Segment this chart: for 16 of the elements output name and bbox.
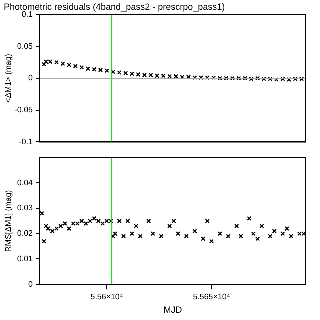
y-tick-label: 0.1 bbox=[22, 10, 34, 20]
x-tick-label: 5.565×10⁴ bbox=[193, 292, 231, 302]
chart-title: Photometric residuals (4band_pass2 - prescrpo_pass1) bbox=[4, 2, 226, 12]
x-axis-title: MJD bbox=[164, 305, 183, 316]
y-tick-label: 0.05 bbox=[17, 42, 34, 51]
y-tick-label: 0 bbox=[28, 74, 34, 83]
y-tick-label: 0.02 bbox=[17, 229, 34, 238]
x-tick-label: 5.56×10⁴ bbox=[90, 292, 124, 302]
y-tick-label: 0.03 bbox=[17, 204, 34, 213]
y-axis-title: <ΔM1> (mag) bbox=[4, 54, 14, 103]
y-tick-label: -0.05 bbox=[14, 106, 34, 115]
y-tick-label: 0.01 bbox=[17, 254, 34, 264]
y-tick-label: 0.04 bbox=[17, 178, 34, 188]
y-tick-label: -0.1 bbox=[19, 137, 34, 146]
y-tick-label: 0 bbox=[28, 280, 34, 289]
y-axis-title: RMS[ΔM1] (mag) bbox=[4, 190, 14, 252]
